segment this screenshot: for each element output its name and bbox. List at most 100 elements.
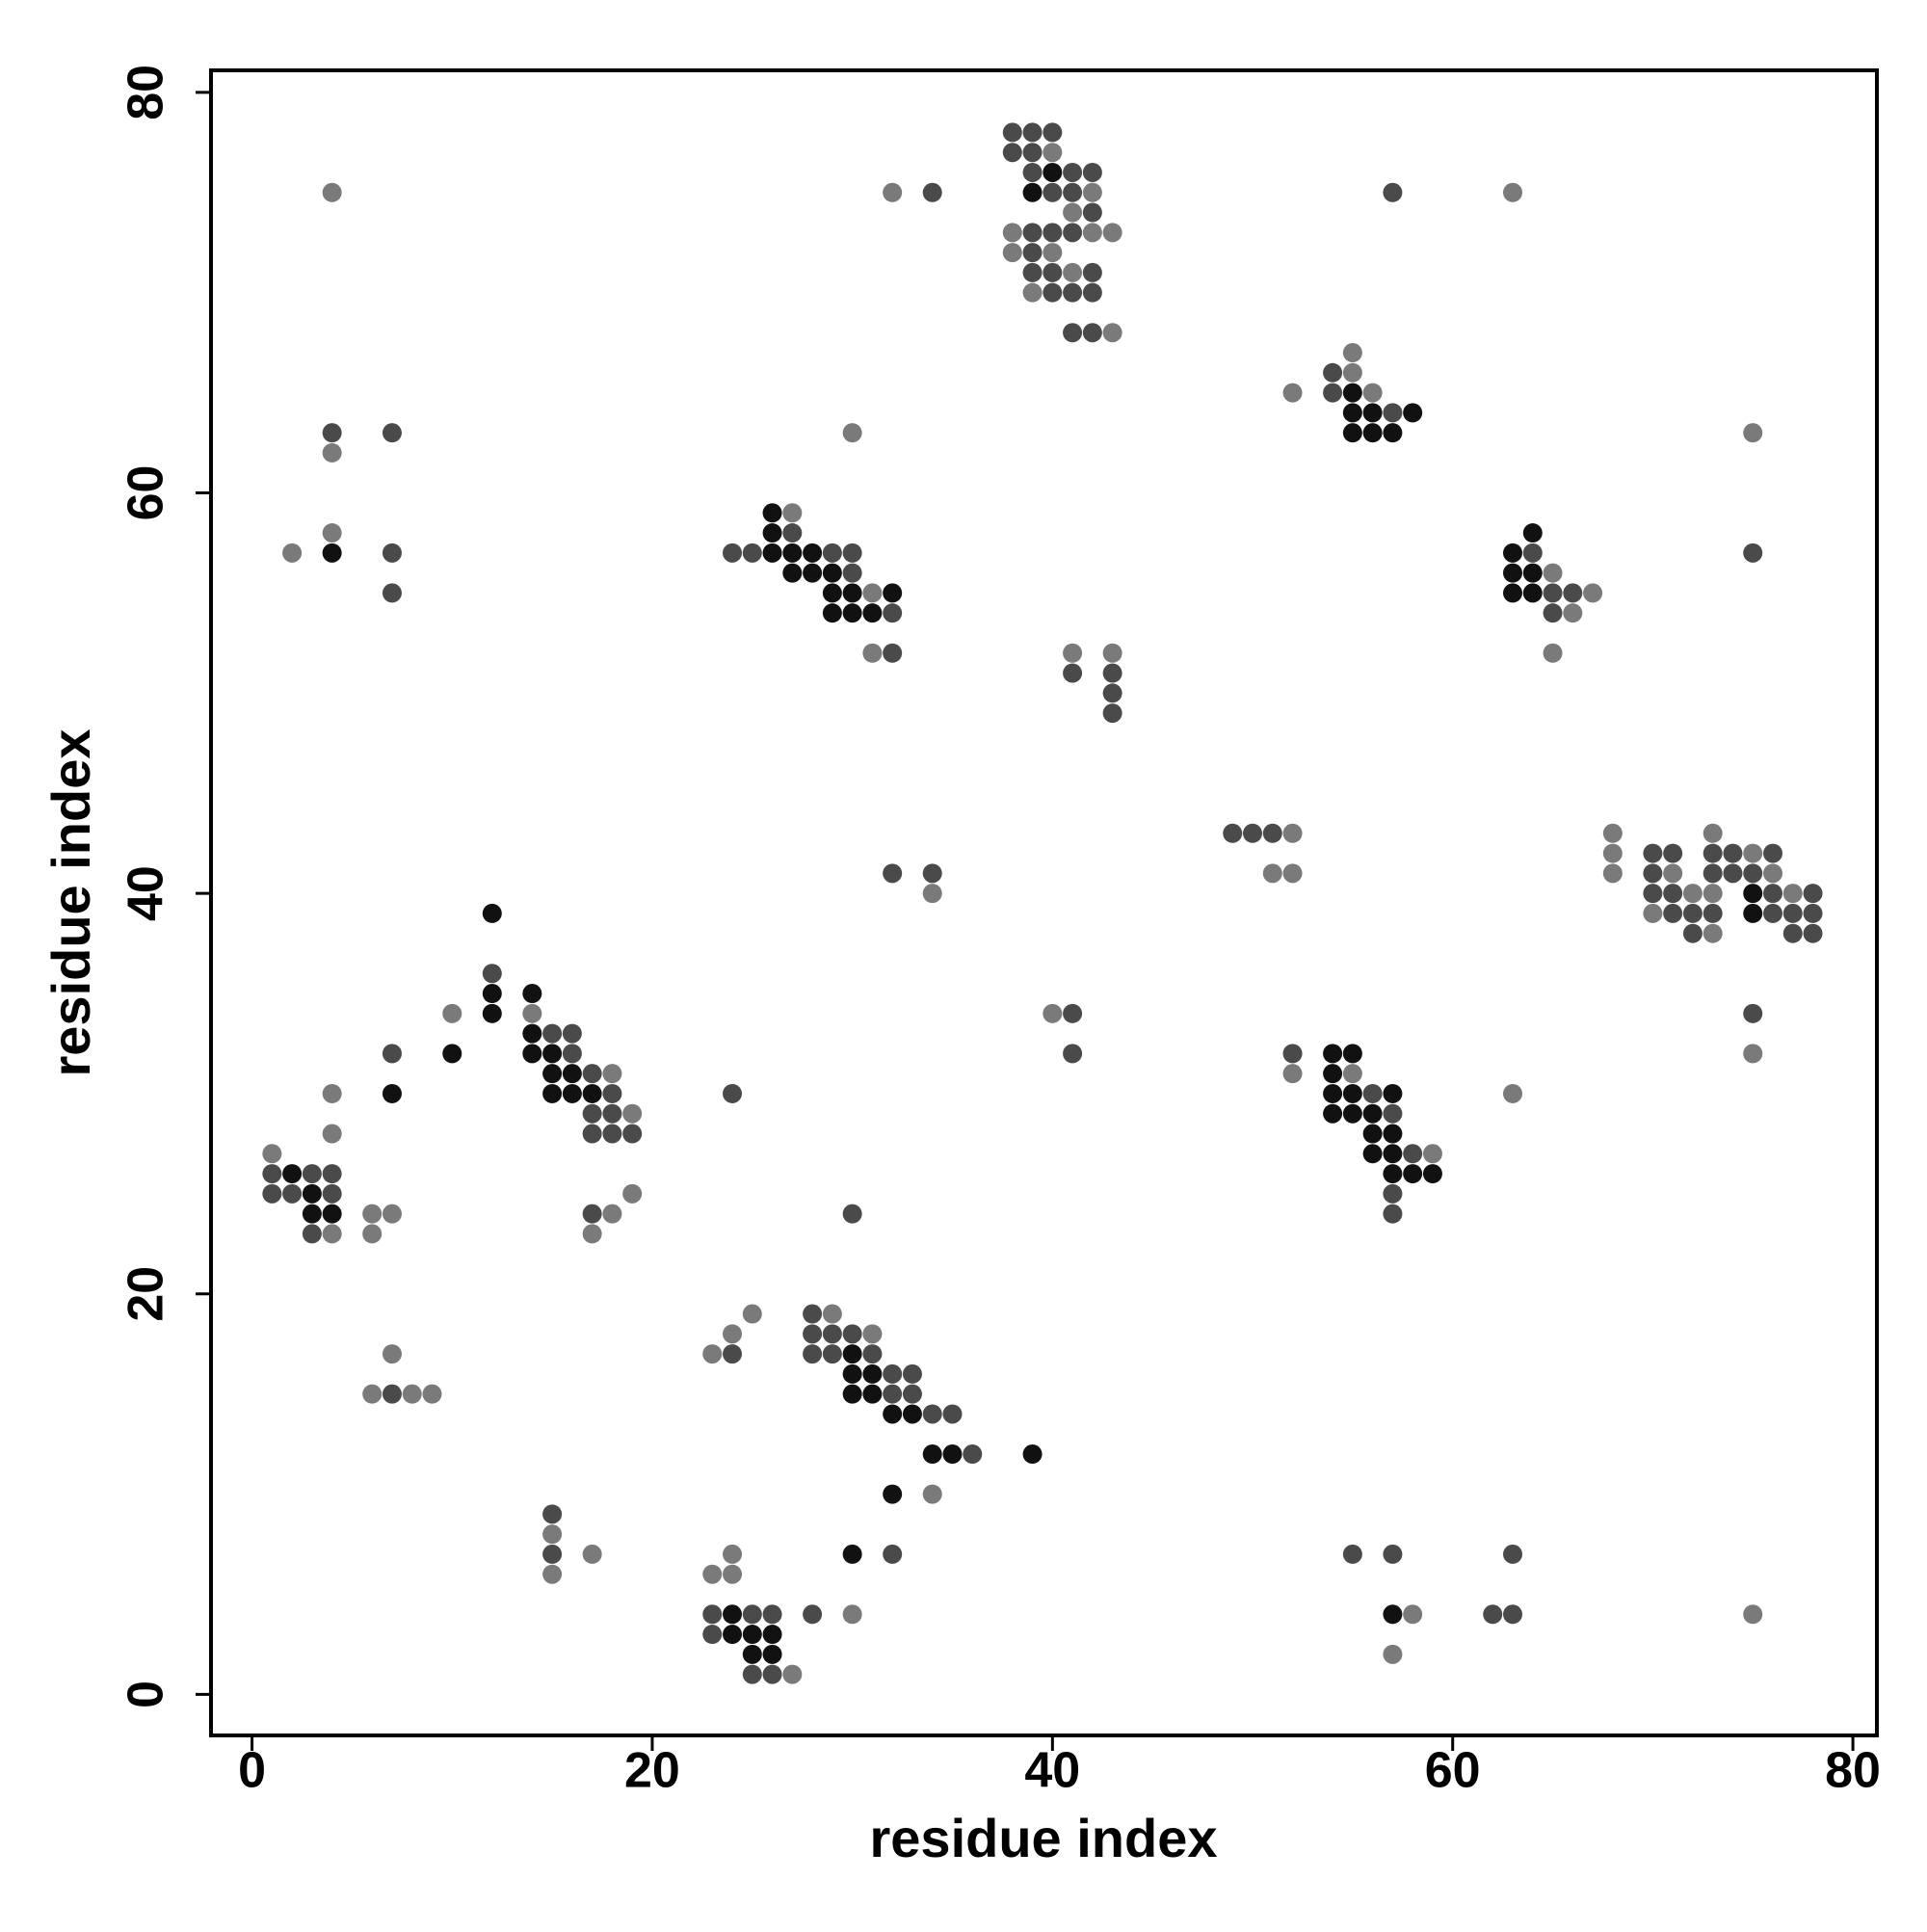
contact-point xyxy=(842,1363,862,1384)
contact-point xyxy=(922,1404,942,1424)
contact-point xyxy=(1663,843,1683,863)
contact-point xyxy=(883,643,903,663)
contact-point xyxy=(1763,863,1783,884)
contact-point xyxy=(1043,282,1063,303)
contact-point xyxy=(822,603,842,623)
contact-point xyxy=(1102,223,1122,243)
contact-point xyxy=(762,1644,782,1664)
contact-point xyxy=(1383,1204,1403,1224)
contact-point xyxy=(842,1204,862,1224)
contact-point xyxy=(562,1044,582,1064)
contact-point xyxy=(742,1625,762,1645)
contact-point xyxy=(582,1103,602,1124)
contact-point xyxy=(1483,1604,1503,1625)
contact-point xyxy=(1383,1544,1403,1564)
contact-point xyxy=(382,423,402,443)
contact-point xyxy=(1383,403,1403,423)
contact-point xyxy=(822,543,842,563)
contact-point xyxy=(1543,603,1563,623)
contact-point xyxy=(862,643,883,663)
contact-point xyxy=(742,1664,762,1684)
contact-point xyxy=(842,543,862,563)
x-axis-title: residue index xyxy=(869,1808,1217,1868)
contact-point xyxy=(803,1304,823,1324)
contact-point xyxy=(782,1664,803,1684)
contact-point xyxy=(1362,383,1383,403)
contact-point xyxy=(602,1103,622,1124)
contact-point xyxy=(482,964,502,984)
contact-point xyxy=(322,1224,342,1244)
contact-point xyxy=(1082,182,1102,202)
contact-point xyxy=(1782,923,1803,943)
contact-point xyxy=(1803,884,1823,904)
contact-point xyxy=(1503,1544,1523,1564)
contact-point xyxy=(1063,182,1083,202)
contact-point xyxy=(1022,1444,1043,1465)
contact-point xyxy=(542,1023,563,1044)
contact-point xyxy=(562,1064,582,1084)
contact-point xyxy=(1022,223,1043,243)
contact-point xyxy=(1602,863,1623,884)
contact-point xyxy=(1043,1003,1063,1023)
contact-point xyxy=(1043,143,1063,163)
contact-point xyxy=(362,1224,383,1244)
contact-point xyxy=(322,1164,342,1184)
contact-point xyxy=(282,1164,303,1184)
contact-point xyxy=(622,1103,643,1124)
contact-point xyxy=(1743,884,1763,904)
contact-point xyxy=(1743,543,1763,563)
contact-point xyxy=(1682,923,1703,943)
contact-point xyxy=(282,543,303,563)
contact-point xyxy=(1803,903,1823,923)
contact-point xyxy=(723,1083,743,1103)
contact-point xyxy=(1002,243,1022,263)
contact-point xyxy=(1383,182,1403,202)
y-tick-label: 20 xyxy=(119,1266,174,1322)
contact-point xyxy=(562,1023,582,1044)
contact-point xyxy=(1703,903,1723,923)
contact-point xyxy=(322,1083,342,1103)
contact-point xyxy=(302,1224,322,1244)
contact-point xyxy=(883,863,903,884)
contact-point xyxy=(1403,1604,1423,1625)
contact-point xyxy=(862,1363,883,1384)
contact-point xyxy=(522,1044,542,1064)
contact-point xyxy=(1643,884,1663,904)
contact-point xyxy=(963,1444,983,1465)
contact-point xyxy=(522,1023,542,1044)
contact-point xyxy=(1543,563,1563,583)
x-tick-label: 60 xyxy=(1425,1743,1481,1799)
contact-point xyxy=(1643,843,1663,863)
contact-point xyxy=(602,1083,622,1103)
contact-point xyxy=(1342,1044,1362,1064)
contact-point xyxy=(322,423,342,443)
contact-point xyxy=(322,442,342,463)
contact-point xyxy=(1503,182,1523,202)
contact-point xyxy=(1022,122,1043,143)
contact-point xyxy=(902,1363,922,1384)
contact-point xyxy=(782,503,803,523)
contact-point xyxy=(1043,243,1063,263)
contact-point xyxy=(723,1604,743,1625)
contact-point xyxy=(382,1083,402,1103)
contact-point xyxy=(762,1664,782,1684)
contact-point xyxy=(842,603,862,623)
contact-point xyxy=(602,1064,622,1084)
contact-point xyxy=(1383,1083,1403,1103)
contact-point xyxy=(1043,262,1063,282)
contact-point xyxy=(1663,884,1683,904)
contact-point xyxy=(723,1564,743,1584)
contact-point xyxy=(1063,1003,1083,1023)
contact-point xyxy=(822,583,842,603)
contact-point xyxy=(1383,1183,1403,1204)
contact-point xyxy=(1583,583,1603,603)
contact-point xyxy=(1362,423,1383,443)
contact-point xyxy=(1383,1144,1403,1164)
contact-point xyxy=(1282,823,1303,843)
contact-point xyxy=(803,1324,823,1344)
contact-point xyxy=(1082,262,1102,282)
contact-point xyxy=(1022,162,1043,182)
contact-point xyxy=(822,1344,842,1364)
contact-point xyxy=(942,1444,963,1465)
contact-point xyxy=(322,543,342,563)
